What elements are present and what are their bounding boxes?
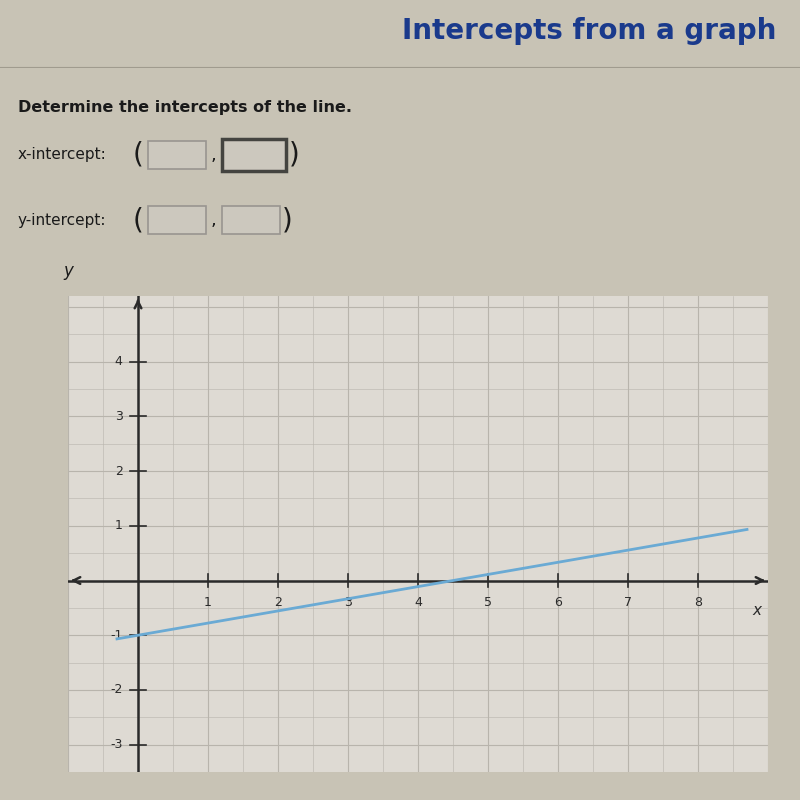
Text: x: x [752, 603, 761, 618]
Text: 2: 2 [114, 465, 122, 478]
Text: Intercepts from a graph: Intercepts from a graph [402, 17, 776, 45]
Text: 3: 3 [114, 410, 122, 423]
Text: -3: -3 [110, 738, 122, 751]
Text: Determine the intercepts of the line.: Determine the intercepts of the line. [18, 100, 352, 115]
Text: 8: 8 [694, 596, 702, 609]
Text: -1: -1 [110, 629, 122, 642]
Text: ,: , [210, 146, 216, 164]
Text: ): ) [289, 141, 299, 169]
Text: x-intercept:: x-intercept: [18, 147, 106, 162]
Text: 1: 1 [204, 596, 212, 609]
Text: 6: 6 [554, 596, 562, 609]
Bar [148, 141, 206, 169]
Text: y: y [63, 262, 73, 280]
Text: ): ) [282, 206, 292, 234]
Text: y-intercept:: y-intercept: [18, 213, 106, 227]
Bar [148, 206, 206, 234]
Text: 4: 4 [414, 596, 422, 609]
Text: ,: , [210, 211, 216, 229]
Text: 7: 7 [624, 596, 632, 609]
Text: -2: -2 [110, 683, 122, 697]
Text: (: ( [133, 141, 143, 169]
Text: 5: 5 [484, 596, 492, 609]
Text: 2: 2 [274, 596, 282, 609]
Bar [222, 139, 286, 171]
Text: 3: 3 [344, 596, 352, 609]
Bar [222, 206, 280, 234]
Text: 1: 1 [114, 519, 122, 532]
Text: 4: 4 [114, 355, 122, 368]
Text: (: ( [133, 206, 143, 234]
